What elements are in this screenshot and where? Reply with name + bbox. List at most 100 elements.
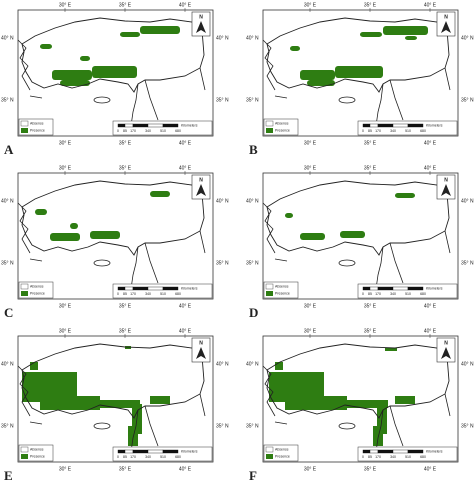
cyprus bbox=[93, 259, 111, 267]
lon-label: 30° E bbox=[304, 165, 317, 171]
lon-label: 30° E bbox=[59, 328, 72, 334]
scale-segment bbox=[392, 123, 409, 128]
north-arrow bbox=[196, 184, 206, 196]
panel-letter: D bbox=[249, 305, 258, 320]
scale-tick: 510 bbox=[405, 292, 411, 296]
scale-segment bbox=[162, 286, 179, 291]
scale-tick: 510 bbox=[405, 129, 411, 133]
presence-area bbox=[360, 32, 382, 37]
lon-label: 40° E bbox=[424, 165, 437, 171]
lat-label: 40° N bbox=[246, 198, 259, 204]
scale-unit: Kilometers bbox=[426, 449, 443, 453]
scale-tick: 0 bbox=[362, 455, 364, 459]
scale-tick: 680 bbox=[420, 129, 426, 133]
scale-segment bbox=[124, 123, 134, 128]
panel-letter: F bbox=[249, 468, 257, 483]
presence-area bbox=[307, 80, 335, 86]
scale-segment bbox=[369, 286, 379, 291]
legend-label: Absence bbox=[30, 447, 44, 451]
scale-tick: 170 bbox=[130, 455, 136, 459]
north-label: N bbox=[444, 14, 448, 20]
scale-unit: Kilometers bbox=[426, 286, 443, 290]
border-line bbox=[262, 39, 451, 127]
scale-segment bbox=[117, 286, 126, 291]
legend-label: Presence bbox=[275, 454, 290, 458]
legend-swatch-presence bbox=[21, 454, 28, 459]
scale-tick: 340 bbox=[145, 455, 151, 459]
scale-segment bbox=[132, 286, 149, 291]
lat-label: 35° N bbox=[1, 97, 14, 103]
scale-segment bbox=[369, 449, 379, 454]
scale-segment bbox=[407, 123, 424, 128]
lat-label: 35° N bbox=[216, 97, 229, 103]
lat-label: 35° N bbox=[216, 260, 229, 266]
scale-tick: 510 bbox=[160, 455, 166, 459]
lon-label: 35° E bbox=[364, 466, 377, 472]
scale-tick: 85 bbox=[123, 292, 127, 296]
presence-area bbox=[80, 56, 90, 61]
scale-segment bbox=[377, 286, 394, 291]
legend-label: Absence bbox=[30, 284, 44, 288]
lat-label: 40° N bbox=[461, 198, 474, 204]
scale-segment bbox=[362, 449, 371, 454]
lon-label: 30° E bbox=[59, 165, 72, 171]
presence-area bbox=[300, 233, 325, 240]
lat-label: 35° N bbox=[246, 260, 259, 266]
scale-tick: 0 bbox=[117, 455, 119, 459]
map-panel: 30° E 30° E 35° E 35° E 40° E 40° E 40° N 40° N… bbox=[1, 2, 229, 157]
scale-segment bbox=[392, 286, 409, 291]
scale-tick: 680 bbox=[175, 455, 181, 459]
scale-tick: 0 bbox=[362, 129, 364, 133]
presence-area bbox=[395, 396, 415, 404]
lon-label: 40° E bbox=[424, 466, 437, 472]
legend-swatch-absence bbox=[20, 446, 29, 453]
legend-label: Presence bbox=[30, 291, 45, 295]
cyprus bbox=[338, 259, 356, 267]
presence-area bbox=[92, 66, 137, 78]
lat-label: 40° N bbox=[246, 361, 259, 367]
map-panel: 30° E 30° E 35° E 35° E 40° E 40° E 40° N 40° N… bbox=[246, 2, 474, 157]
presence-area bbox=[275, 362, 283, 370]
lon-label: 40° E bbox=[179, 466, 192, 472]
legend-swatch-presence bbox=[266, 454, 273, 459]
lon-label: 30° E bbox=[59, 303, 72, 309]
lat-label: 40° N bbox=[246, 35, 259, 41]
north-arrow bbox=[196, 347, 206, 359]
scale-segment bbox=[362, 123, 371, 128]
scale-tick: 510 bbox=[160, 292, 166, 296]
border-line bbox=[17, 365, 206, 453]
scale-tick: 170 bbox=[130, 129, 136, 133]
scale-tick: 85 bbox=[368, 129, 372, 133]
scale-segment bbox=[407, 449, 424, 454]
scale-tick: 170 bbox=[130, 292, 136, 296]
lon-label: 40° E bbox=[179, 165, 192, 171]
lat-label: 35° N bbox=[461, 260, 474, 266]
scale-segment bbox=[369, 123, 379, 128]
scale-segment bbox=[377, 123, 394, 128]
lat-label: 35° N bbox=[1, 423, 14, 429]
legend-label: Presence bbox=[275, 128, 290, 132]
scale-tick: 170 bbox=[375, 129, 381, 133]
lon-label: 35° E bbox=[364, 2, 377, 8]
cyprus bbox=[338, 422, 356, 430]
north-label: N bbox=[199, 14, 203, 20]
scale-segment bbox=[147, 123, 164, 128]
lat-label: 40° N bbox=[1, 361, 14, 367]
presence-area bbox=[120, 32, 140, 37]
lon-label: 40° E bbox=[179, 303, 192, 309]
scale-tick: 680 bbox=[420, 455, 426, 459]
scale-unit: Kilometers bbox=[181, 449, 198, 453]
lon-label: 40° E bbox=[424, 328, 437, 334]
lat-label: 40° N bbox=[216, 198, 229, 204]
scale-segment bbox=[117, 449, 126, 454]
legend-label: Presence bbox=[275, 291, 290, 295]
presence-area bbox=[385, 348, 397, 351]
lon-label: 35° E bbox=[364, 165, 377, 171]
presence-area bbox=[95, 400, 140, 408]
map-panel: 30° E 30° E 35° E 35° E 40° E 40° E 40° N 40° N… bbox=[1, 165, 229, 320]
lat-label: 40° N bbox=[1, 35, 14, 41]
scale-tick: 680 bbox=[175, 292, 181, 296]
lon-label: 30° E bbox=[59, 140, 72, 146]
scale-unit: Kilometers bbox=[426, 123, 443, 127]
presence-area bbox=[40, 396, 100, 410]
